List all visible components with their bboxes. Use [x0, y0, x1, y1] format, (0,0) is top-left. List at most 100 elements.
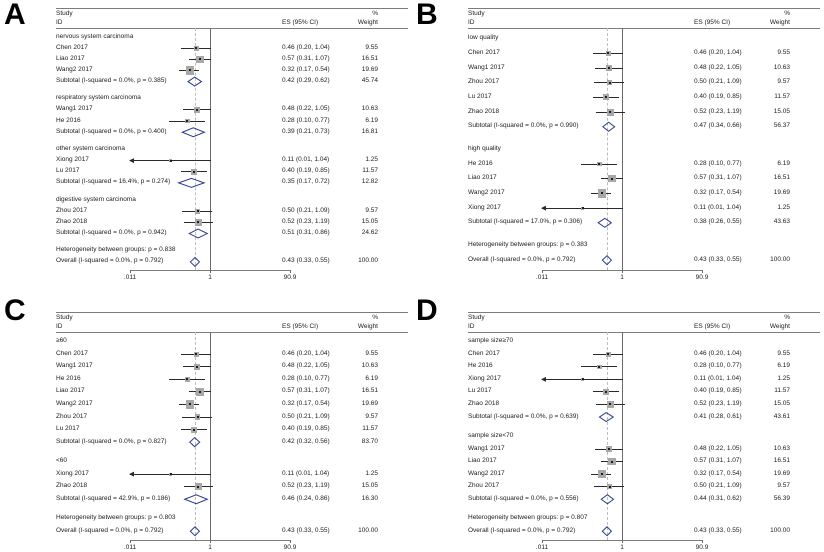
effect-size-marker: [185, 400, 194, 409]
study-label: Chen 2017: [56, 349, 88, 357]
study-label: Zhou 2017: [468, 482, 500, 490]
weight-value: 100.00: [358, 526, 378, 534]
effect-point: [607, 448, 610, 451]
x-axis-tick: [702, 270, 703, 273]
weight-value: 19.69: [361, 65, 378, 73]
study-label: He 2016: [56, 374, 81, 382]
effect-size-marker: [605, 50, 611, 57]
effect-size-marker: [581, 206, 585, 210]
effect-point: [608, 81, 611, 84]
study-label: Wang1 2017: [56, 362, 93, 370]
effect-point: [581, 207, 584, 210]
null-line: [210, 28, 211, 270]
effect-size-marker: [193, 45, 199, 51]
effect-size-marker: [196, 388, 204, 396]
effect-point: [600, 473, 603, 476]
es-ci-value: 0.46 (0.20, 1.04): [282, 349, 330, 357]
es-ci-value: 0.11 (0.01, 1.04): [282, 156, 330, 164]
effect-point: [598, 163, 601, 166]
x-axis-tick-label: 1: [620, 274, 624, 281]
effect-point: [604, 390, 607, 393]
col-header-study: Study: [56, 10, 73, 17]
subgroup-label: sample size≥70: [468, 337, 514, 345]
es-ci-value: 0.39 (0.21, 0.73): [282, 127, 330, 135]
es-ci-value: 0.43 (0.33, 0.55): [282, 257, 330, 265]
study-label: Chen 2017: [468, 349, 500, 357]
weight-value: 9.57: [365, 206, 378, 214]
subtotal-label: Subtotal (I-squared = 17.0%, p = 0.306): [468, 218, 583, 226]
effect-size-marker: [607, 483, 613, 490]
effect-size-marker: [196, 55, 204, 63]
weight-value: 6.19: [777, 159, 790, 167]
x-axis-tick: [290, 540, 291, 543]
x-axis-tick-label: 1: [208, 544, 212, 551]
study-label: Zhao 2018: [56, 217, 88, 225]
es-ci-value: 0.43 (0.33, 0.55): [282, 526, 330, 534]
weight-value: 16.81: [361, 127, 378, 135]
effect-size-marker: [602, 94, 609, 101]
effect-point: [608, 485, 611, 488]
subgroup-label: high quality: [468, 145, 501, 152]
study-label: Liao 2017: [468, 457, 497, 465]
x-axis-tick: [130, 270, 131, 273]
effect-size-marker: [190, 168, 197, 175]
weight-value: 56.39: [773, 494, 790, 502]
effect-size-marker: [597, 189, 606, 198]
weight-value: 1.25: [365, 469, 378, 477]
es-ci-value: 0.48 (0.22, 1.05): [694, 63, 742, 71]
effect-size-marker: [606, 446, 612, 452]
subgroup-label: low quality: [468, 34, 499, 42]
effect-point: [195, 108, 198, 111]
es-ci-value: 0.32 (0.17, 0.54): [694, 188, 742, 196]
study-label: He 2016: [468, 159, 493, 167]
es-ci-value: 0.28 (0.10, 0.77): [282, 374, 330, 382]
weight-value: 9.57: [777, 482, 790, 490]
effect-point: [604, 96, 607, 99]
subgroup-label: nervous system carcinoma: [56, 32, 134, 40]
col-header-study: Study: [56, 314, 73, 321]
panel-b: B Study ID ES (95% CI)% Weight low quality Che…: [412, 0, 824, 290]
effect-size-marker: [606, 401, 614, 408]
weight-value: 10.63: [361, 362, 378, 370]
col-header-weight: Weight: [357, 323, 378, 330]
subtotal-label: Subtotal (I-squared = 42.9%, p = 0.186): [56, 494, 171, 502]
panel-letter-b: B: [416, 0, 438, 31]
effect-size-marker: [608, 457, 616, 466]
weight-value: 19.69: [773, 469, 790, 477]
effect-point: [600, 192, 603, 195]
es-ci-value: 0.47 (0.34, 0.66): [694, 122, 742, 130]
heterogeneity-note: Heterogeneity between groups: p = 0.807: [468, 514, 588, 522]
subtotal-diamond: [188, 228, 209, 239]
study-label: Liao 2017: [56, 54, 85, 62]
study-label: Xiong 2017: [468, 203, 501, 211]
study-label: Liao 2017: [468, 174, 497, 182]
header-bottom-rule: [56, 332, 408, 333]
effect-point: [196, 416, 199, 419]
overall-label: Overall (I-squared = 0.0%, p = 0.792): [56, 526, 164, 534]
x-axis-tick: [290, 270, 291, 273]
subtotal-diamond: [177, 177, 206, 188]
col-header-study: Study: [468, 314, 485, 321]
subtotal-label: Subtotal (I-squared = 0.0%, p = 0.556): [468, 494, 579, 502]
weight-value: 1.25: [777, 374, 790, 382]
overall-estimate-dashed-line: [195, 28, 197, 270]
effect-size-marker: [608, 175, 616, 183]
col-header-study: Study: [468, 10, 485, 17]
es-ci-value: 0.40 (0.19, 0.85): [282, 425, 330, 433]
es-ci-value: 0.57 (0.31, 1.07): [694, 457, 742, 465]
effect-point: [195, 47, 198, 50]
effect-size-marker: [597, 161, 602, 167]
weight-value: 24.62: [361, 229, 378, 237]
panel-letter-a: A: [4, 0, 26, 31]
es-ci-value: 0.32 (0.17, 0.54): [694, 469, 742, 477]
es-ci-value: 0.35 (0.17, 0.72): [282, 178, 330, 186]
subgroup-label: other system carcinoma: [56, 145, 125, 152]
es-ci-value: 0.52 (0.23, 1.19): [282, 217, 330, 225]
es-ci-value: 0.50 (0.21, 1.09): [282, 412, 330, 420]
es-ci-value: 0.32 (0.17, 0.54): [282, 400, 330, 407]
weight-value: 19.69: [773, 188, 790, 196]
heterogeneity-note: Heterogeneity between groups: p = 0.838: [56, 246, 176, 254]
es-ci-value: 0.51 (0.31, 0.86): [282, 229, 330, 237]
es-ci-value: 0.40 (0.19, 0.85): [282, 167, 330, 175]
effect-point: [199, 58, 202, 61]
